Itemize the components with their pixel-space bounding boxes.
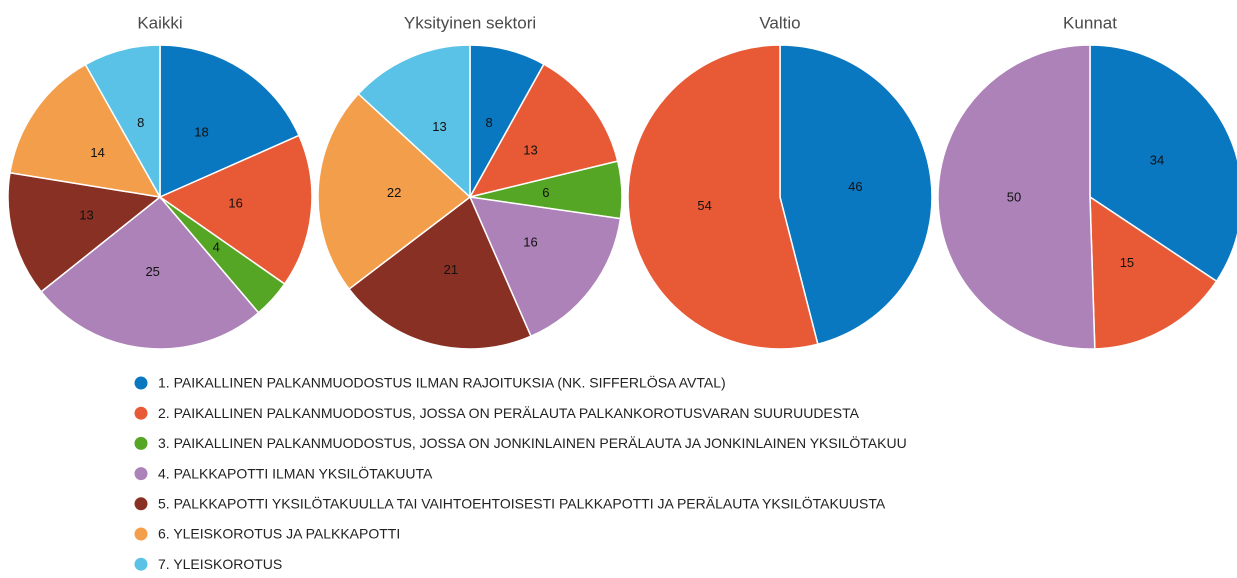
pie-slice: [627, 44, 819, 350]
pie-title: Yksityinen sektori: [404, 13, 536, 32]
legend-label: 5. PALKKAPOTTI YKSILÖTAKUULLA TAI VAIHTO…: [158, 495, 886, 512]
pie-slice: [468, 63, 619, 199]
slice-label: 16: [523, 234, 537, 249]
pie-slice: [779, 44, 933, 346]
pie-slice: [158, 134, 313, 286]
legend-marker: [134, 557, 148, 571]
pie-slice: [7, 171, 162, 293]
slice-label: 14: [90, 145, 104, 160]
pie-slice: [468, 196, 622, 338]
pie-slice: [347, 195, 532, 350]
legend-marker: [134, 376, 148, 390]
legend-label: 7. YLEISKOROTUS: [158, 556, 282, 572]
slice-label: 46: [848, 179, 862, 194]
slice-label: 22: [387, 185, 401, 200]
pie-slice: [84, 44, 161, 200]
pie-slice: [317, 92, 472, 291]
pie-slice: [357, 44, 471, 199]
legend-marker: [134, 527, 148, 541]
pie-slice: [1089, 195, 1218, 350]
slice-label: 21: [444, 262, 458, 277]
pie-slice: [937, 44, 1096, 350]
pie-slice: [40, 195, 260, 350]
legend-marker: [134, 406, 148, 420]
slice-label: 13: [432, 119, 446, 134]
pie-title: Kunnat: [1063, 13, 1117, 32]
slice-label: 50: [1007, 190, 1021, 205]
pie-slice: [159, 44, 300, 199]
pie-title: Valtio: [759, 13, 800, 32]
legend-label: 6. YLEISKOROTUS JA PALKKAPOTTI: [158, 526, 400, 542]
slice-label: 8: [485, 115, 492, 130]
slice-label: 18: [194, 125, 208, 140]
slice-label: 25: [145, 264, 159, 279]
legend-marker: [134, 467, 148, 481]
legend-label: 2. PAIKALLINEN PALKANMUODOSTUS, JOSSA ON…: [158, 405, 860, 421]
slice-label: 6: [542, 185, 549, 200]
slice-label: 8: [137, 115, 144, 130]
slice-label: 15: [1120, 255, 1134, 270]
slice-label: 13: [79, 208, 93, 223]
slice-label: 13: [523, 142, 537, 157]
pie-title: Kaikki: [137, 13, 182, 32]
pie-slice: [1089, 44, 1237, 283]
slice-label: 4: [213, 240, 220, 255]
legend-marker: [134, 436, 148, 450]
pie-slice: [9, 63, 162, 198]
slice-label: 16: [228, 196, 242, 211]
legend-label: 1. PAIKALLINEN PALKANMUODOSTUS ILMAN RAJ…: [158, 374, 726, 391]
legend-label: 4. PALKKAPOTTI ILMAN YKSILÖTAKUUTA: [158, 464, 433, 481]
slice-label: 54: [697, 198, 711, 213]
slice-label: 34: [1150, 153, 1164, 168]
legend-label: 3. PAIKALLINEN PALKANMUODOSTUS, JOSSA ON…: [158, 434, 907, 451]
legend-marker: [134, 497, 148, 511]
